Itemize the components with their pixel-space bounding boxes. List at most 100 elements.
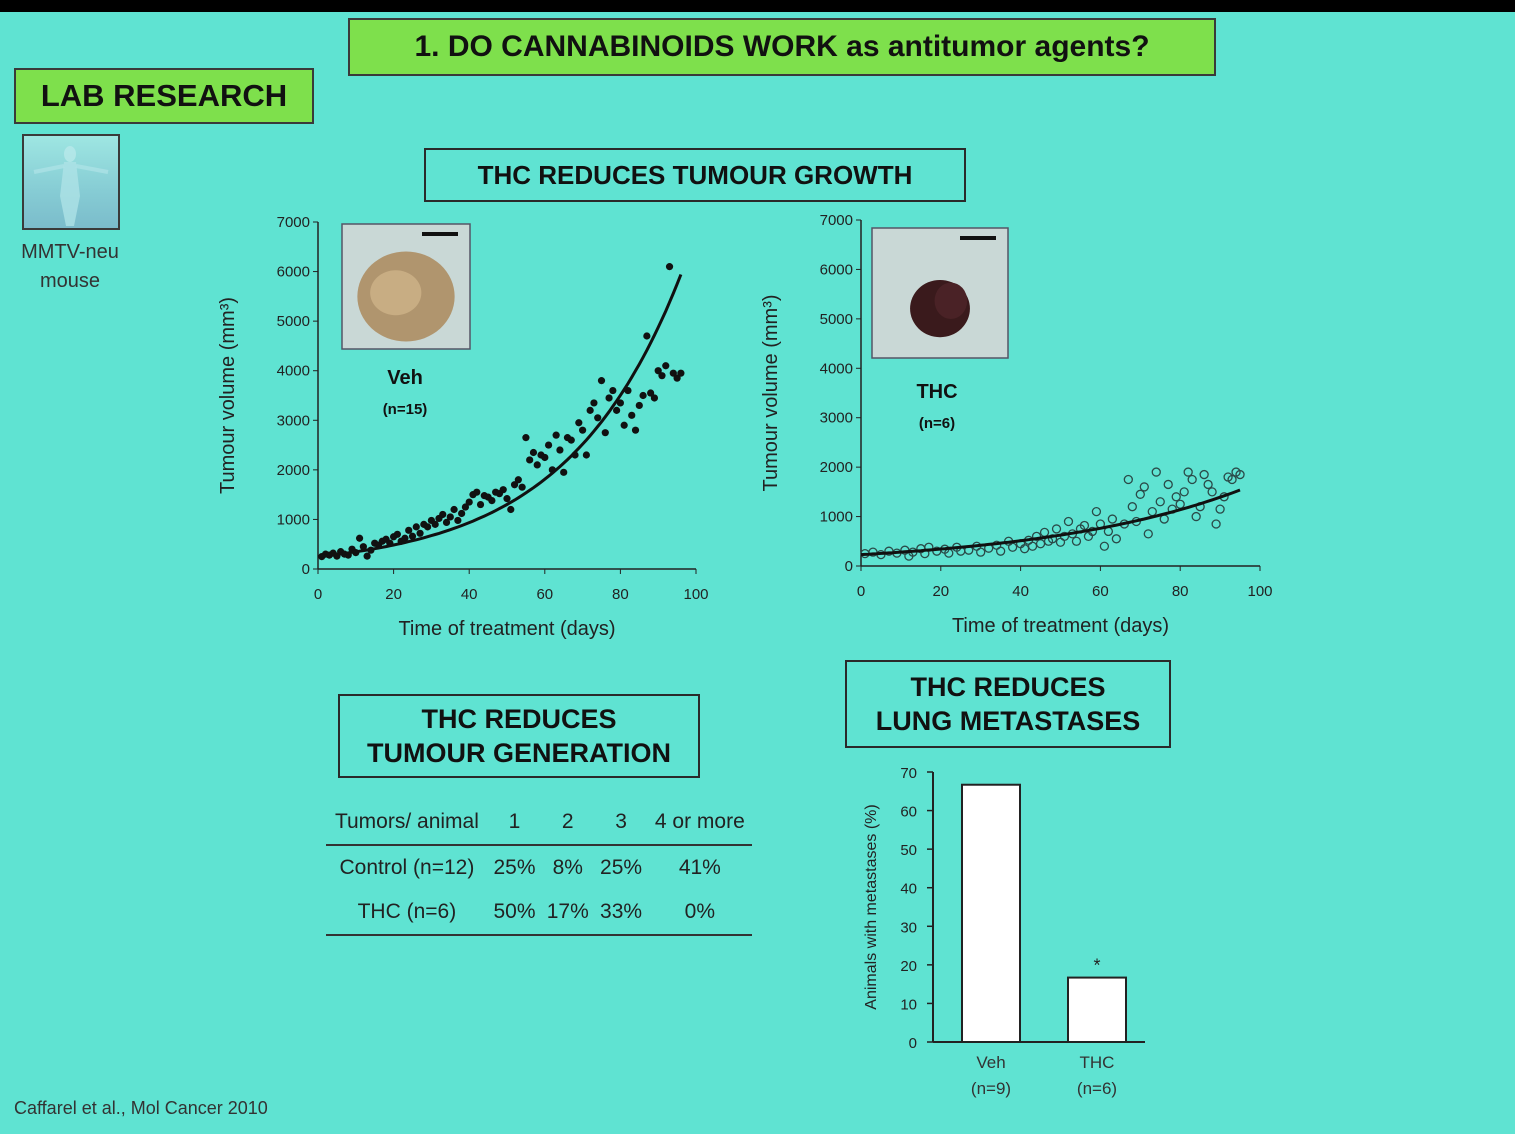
table-cell: 17% bbox=[541, 890, 595, 936]
y-tick-label: 70 bbox=[900, 765, 917, 782]
data-point bbox=[393, 530, 401, 538]
data-point bbox=[1191, 511, 1201, 522]
growth-panel-title: THC REDUCES TUMOUR GROWTH bbox=[424, 148, 966, 202]
data-point bbox=[556, 446, 564, 454]
y-tick-label: 0 bbox=[909, 1035, 917, 1052]
header-cell: Tumors/ animal bbox=[326, 802, 488, 846]
data-point bbox=[458, 509, 466, 518]
data-point bbox=[439, 510, 447, 519]
y-tick-label: 40 bbox=[900, 881, 917, 898]
y-tick-label: 3000 bbox=[277, 412, 310, 429]
slide: 1. DO CANNABINOIDS WORK as antitumor age… bbox=[0, 12, 1515, 1134]
data-point bbox=[1127, 502, 1137, 512]
mouse-photo bbox=[22, 134, 120, 230]
data-point bbox=[1151, 467, 1161, 477]
data-point bbox=[579, 426, 587, 434]
data-point bbox=[605, 394, 613, 402]
generation-title-line-2: TUMOUR GENERATION bbox=[367, 738, 671, 768]
data-point bbox=[597, 377, 606, 385]
y-tick-label: 7000 bbox=[820, 212, 853, 229]
mouse-caption-line-2: mouse bbox=[39, 270, 101, 292]
data-point bbox=[510, 481, 519, 489]
metastases-title-line-2: LUNG METASTASES bbox=[875, 706, 1141, 736]
y-tick-label: 50 bbox=[900, 842, 917, 859]
data-point bbox=[1063, 516, 1074, 527]
data-point bbox=[1107, 514, 1118, 524]
x-axis-label: Time of treatment (days) bbox=[398, 618, 615, 640]
data-point bbox=[1027, 541, 1038, 551]
fit-curve bbox=[317, 273, 683, 559]
section-label: LAB RESEARCH bbox=[14, 68, 314, 124]
x-tick-label: 20 bbox=[932, 583, 949, 600]
growth-panel-title-text: THC REDUCES TUMOUR GROWTH bbox=[477, 159, 913, 190]
data-point bbox=[567, 436, 575, 444]
data-point bbox=[446, 513, 454, 521]
header-cell: 4 or more bbox=[647, 802, 752, 846]
x-tick-label: 60 bbox=[1092, 583, 1109, 600]
mouse-caption: MMTV-neu mouse bbox=[0, 238, 140, 296]
data-point bbox=[594, 414, 602, 422]
data-point bbox=[1091, 506, 1102, 517]
data-point bbox=[647, 389, 655, 397]
y-axis-label: Tumour volume (mm³) bbox=[217, 297, 239, 494]
table-cell: 25% bbox=[493, 856, 536, 879]
mouse-caption-line-1: MMTV-neu bbox=[21, 241, 119, 263]
section-label-text: LAB RESEARCH bbox=[40, 78, 288, 113]
table-cell: 8% bbox=[552, 856, 583, 879]
data-point bbox=[416, 529, 424, 537]
data-point bbox=[1179, 487, 1189, 497]
data-point bbox=[522, 434, 530, 442]
y-tick-label: 4000 bbox=[820, 360, 853, 377]
data-point bbox=[1123, 474, 1133, 485]
data-point bbox=[628, 411, 636, 419]
y-tick-label: 4000 bbox=[277, 363, 310, 380]
table-header-row: Tumors/ animal 1 2 3 4 or more bbox=[326, 802, 752, 846]
data-point bbox=[1171, 492, 1181, 502]
data-point bbox=[639, 391, 647, 400]
y-tick-label: 0 bbox=[845, 558, 853, 575]
data-point bbox=[635, 401, 643, 410]
table-cell: 50% bbox=[487, 890, 542, 936]
x-tick-label: 60 bbox=[536, 586, 553, 603]
y-tick-label: 5000 bbox=[277, 313, 310, 330]
x-tick-label: 40 bbox=[461, 586, 478, 603]
data-point bbox=[507, 505, 515, 514]
y-tick-label: 6000 bbox=[277, 264, 310, 281]
data-point bbox=[1099, 541, 1110, 551]
data-point bbox=[1235, 469, 1245, 480]
data-point bbox=[412, 523, 420, 531]
data-point bbox=[1187, 474, 1197, 485]
y-tick-label: 3000 bbox=[820, 410, 853, 427]
data-point bbox=[355, 534, 364, 542]
data-point bbox=[677, 369, 685, 377]
data-point bbox=[488, 496, 496, 505]
metastases-title-line-1: THC REDUCES bbox=[910, 672, 1106, 702]
data-point bbox=[514, 476, 522, 484]
data-point bbox=[518, 483, 526, 491]
metastases-panel-title: THC REDUCES LUNG METASTASES bbox=[845, 660, 1171, 748]
table-cell: 41% bbox=[678, 856, 721, 879]
data-point bbox=[654, 367, 662, 375]
data-point bbox=[665, 263, 674, 271]
data-point bbox=[1183, 467, 1193, 477]
x-tick-label: 100 bbox=[1247, 583, 1272, 600]
data-point bbox=[601, 429, 609, 437]
data-point bbox=[1227, 474, 1237, 485]
table-cell: 0% bbox=[647, 890, 752, 936]
data-point bbox=[1163, 479, 1173, 490]
generation-title-line-1: THC REDUCES bbox=[421, 704, 617, 734]
data-point bbox=[1035, 539, 1046, 549]
data-point bbox=[1135, 489, 1145, 499]
data-point bbox=[658, 372, 666, 380]
category-label: Veh bbox=[976, 1053, 1005, 1072]
table-cell: 25% bbox=[600, 856, 643, 879]
data-point bbox=[1139, 482, 1149, 492]
mouse-silhouette bbox=[33, 146, 109, 226]
table-row: Control (n=12) 25% 8% 25% 41% bbox=[326, 845, 752, 890]
data-point bbox=[1143, 529, 1153, 539]
data-point bbox=[673, 374, 681, 382]
data-point bbox=[1039, 527, 1050, 538]
category-n-label: (n=6) bbox=[1077, 1079, 1117, 1098]
data-point bbox=[544, 441, 553, 449]
data-point bbox=[529, 448, 538, 457]
